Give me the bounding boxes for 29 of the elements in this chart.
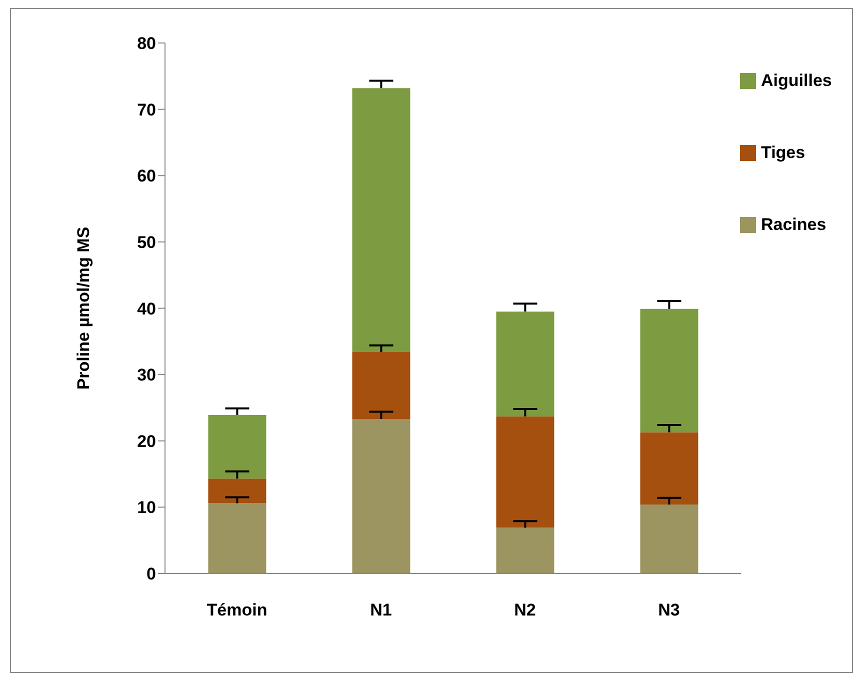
bar <box>496 416 554 528</box>
bar <box>640 308 698 432</box>
x-tick-label: N3 <box>658 600 680 620</box>
y-tick-label: 60 <box>137 166 156 186</box>
x-tick-label: Témoin <box>206 600 268 620</box>
y-tick-label: 80 <box>137 34 156 54</box>
x-tick-label: N2 <box>514 600 536 620</box>
y-tick-label: 40 <box>137 299 156 318</box>
bar <box>208 478 266 504</box>
bar <box>496 528 554 574</box>
y-tick-label: 0 <box>146 564 156 584</box>
bar <box>640 504 698 574</box>
x-tick-label: N1 <box>370 600 392 620</box>
y-tick-label: 30 <box>137 366 156 385</box>
bar <box>208 503 266 574</box>
y-tick-label: 50 <box>137 232 156 252</box>
bar <box>352 418 410 574</box>
bar <box>496 312 554 416</box>
bar <box>640 432 698 505</box>
bar <box>352 352 410 419</box>
bar <box>208 415 266 479</box>
y-tick-label: 10 <box>137 498 156 518</box>
legend-label: Racines <box>761 215 826 235</box>
legend-label: Aiguilles <box>761 71 832 91</box>
legend-label: Tiges <box>761 143 806 163</box>
y-tick-label: 70 <box>137 100 156 120</box>
y-axis-title: Proline µmol/mg MS <box>74 226 94 390</box>
y-tick-label: 20 <box>137 432 156 451</box>
bar <box>352 88 410 352</box>
